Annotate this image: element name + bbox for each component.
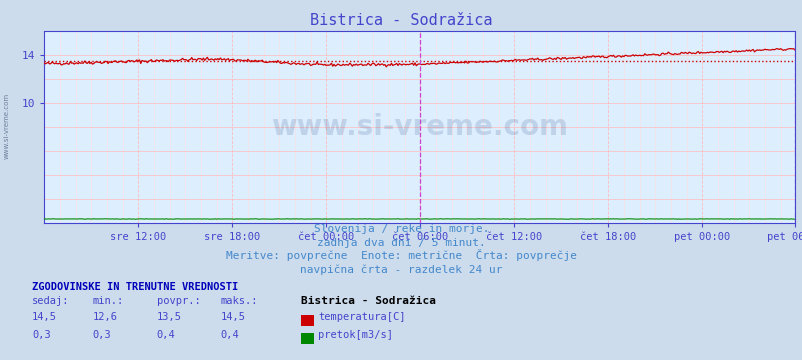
Text: navpična črta - razdelek 24 ur: navpična črta - razdelek 24 ur (300, 264, 502, 275)
Text: 12,6: 12,6 (92, 312, 117, 323)
Text: 14,5: 14,5 (32, 312, 57, 323)
Text: 14,5: 14,5 (221, 312, 245, 323)
Text: sedaj:: sedaj: (32, 296, 70, 306)
Text: temperatura[C]: temperatura[C] (318, 312, 405, 323)
Text: min.:: min.: (92, 296, 124, 306)
Text: Meritve: povprečne  Enote: metrične  Črta: povprečje: Meritve: povprečne Enote: metrične Črta:… (225, 249, 577, 261)
Text: povpr.:: povpr.: (156, 296, 200, 306)
Text: zadnja dva dni / 5 minut.: zadnja dva dni / 5 minut. (317, 238, 485, 248)
Text: www.si-vreme.com: www.si-vreme.com (3, 93, 10, 159)
Text: Slovenija / reke in morje.: Slovenija / reke in morje. (314, 224, 488, 234)
Text: pretok[m3/s]: pretok[m3/s] (318, 330, 392, 341)
Text: 13,5: 13,5 (156, 312, 181, 323)
Text: 0,4: 0,4 (221, 330, 239, 341)
Text: Bistrica - Sodražica: Bistrica - Sodražica (310, 13, 492, 28)
Text: 0,3: 0,3 (92, 330, 111, 341)
Text: Bistrica - Sodražica: Bistrica - Sodražica (301, 296, 435, 306)
Text: ZGODOVINSKE IN TRENUTNE VREDNOSTI: ZGODOVINSKE IN TRENUTNE VREDNOSTI (32, 282, 238, 292)
Text: maks.:: maks.: (221, 296, 258, 306)
Text: 0,3: 0,3 (32, 330, 51, 341)
Text: 0,4: 0,4 (156, 330, 175, 341)
Text: www.si-vreme.com: www.si-vreme.com (271, 113, 567, 141)
